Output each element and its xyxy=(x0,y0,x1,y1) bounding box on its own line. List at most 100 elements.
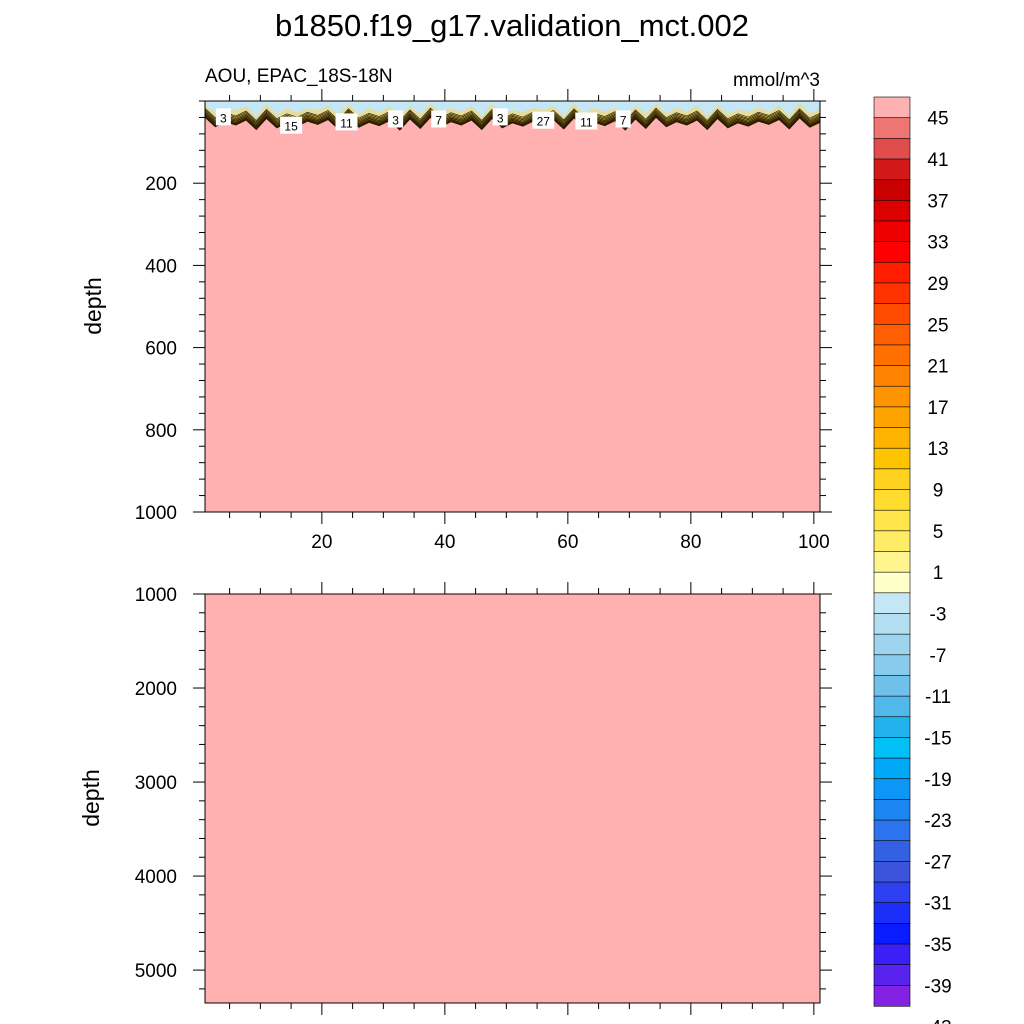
colorbar-label: 1 xyxy=(933,563,944,584)
colorbar-label: -39 xyxy=(924,976,951,997)
colorbar-label: 5 xyxy=(933,522,944,543)
lower-panel-frame xyxy=(204,593,821,1004)
colorbar-swatch xyxy=(873,261,911,284)
colorbar-swatch xyxy=(873,468,911,491)
x-tick-label: 80 xyxy=(680,532,701,553)
colorbar-label: 33 xyxy=(927,233,948,254)
lower-y-axis-label: depth xyxy=(78,769,104,827)
colorbar-swatch xyxy=(873,385,911,408)
colorbar-swatch xyxy=(873,571,911,594)
colorbar-swatch xyxy=(873,778,911,801)
colorbar-swatch xyxy=(873,695,911,718)
colorbar-swatch xyxy=(873,737,911,759)
colorbar-swatch xyxy=(873,923,911,945)
y-tick-label: 2000 xyxy=(135,679,177,700)
y-tick-label: 600 xyxy=(145,339,177,360)
colorbar-swatch xyxy=(873,138,911,160)
contour-label: 27 xyxy=(537,115,551,129)
colorbar-swatch xyxy=(873,964,911,986)
colorbar-label: 21 xyxy=(927,357,948,378)
colorbar-swatch xyxy=(873,757,911,780)
contour-label: 3 xyxy=(497,111,504,125)
colorbar-label: 29 xyxy=(927,274,948,295)
colorbar-swatch xyxy=(873,365,911,387)
x-tick-label: 100 xyxy=(798,532,830,553)
contour-line xyxy=(204,114,821,129)
upper-panel-field xyxy=(205,101,820,512)
colorbar-swatch xyxy=(873,179,911,201)
colorbar-swatch xyxy=(873,241,911,263)
colorbar-swatch xyxy=(873,489,911,511)
contour-label-box xyxy=(335,113,358,131)
upper-panel: 3 15 11 3 7 3 27 11 7 20 40 60 80 100 200 400 600 800 100… xyxy=(80,66,832,553)
contour-line xyxy=(204,115,821,130)
contour-label: 3 xyxy=(220,111,227,125)
contour-label: 3 xyxy=(392,114,399,128)
colorbar-swatch xyxy=(873,96,911,119)
colorbar-label: -3 xyxy=(930,605,947,626)
y-tick-label: 200 xyxy=(145,174,177,195)
colorbar-swatch xyxy=(873,303,911,325)
figure-title: b1850.f19_g17.validation_mct.002 xyxy=(275,8,749,43)
contour-label-box xyxy=(215,108,231,126)
colorbar-swatch xyxy=(873,344,911,367)
colorbar-label: -7 xyxy=(930,646,947,667)
colorbar-label: -11 xyxy=(925,687,951,708)
surface-negative-layer xyxy=(205,101,820,117)
colorbar-label: -19 xyxy=(924,770,951,791)
colorbar-swatch xyxy=(873,592,911,615)
colorbar-swatch xyxy=(873,840,911,862)
colorbar-swatch xyxy=(873,447,911,470)
colorbar-swatch xyxy=(873,158,911,181)
colorbar-swatch xyxy=(873,985,911,1007)
upper-surface-layer xyxy=(204,101,821,131)
colorbar-swatch xyxy=(873,861,911,883)
colorbar-swatch xyxy=(873,902,911,924)
contour-label: 7 xyxy=(435,114,442,128)
x-tick-label: 20 xyxy=(311,532,332,553)
y-tick-label: 1000 xyxy=(135,585,177,606)
lower-panel-field xyxy=(205,594,820,1003)
colorbar-label: -15 xyxy=(924,728,951,749)
colorbar-label: 37 xyxy=(927,191,948,212)
colorbar-label: 17 xyxy=(927,398,948,419)
y-tick-label: 3000 xyxy=(135,773,177,794)
colorbar-label: -23 xyxy=(924,811,951,832)
x-tick-label: 40 xyxy=(434,532,455,553)
colorbar-swatch xyxy=(873,675,911,697)
colorbar-swatch xyxy=(873,117,911,139)
contour-line xyxy=(204,113,821,127)
upper-right-label: mmol/m^3 xyxy=(733,70,820,91)
contour-label-box xyxy=(492,108,508,126)
contour-label-box xyxy=(575,112,598,130)
colorbar-swatch xyxy=(873,220,911,243)
colorbar-swatch xyxy=(873,427,911,449)
colorbar-swatch xyxy=(873,323,911,346)
lower-axis-ticks: 1000 2000 3000 4000 5000 xyxy=(135,582,832,1015)
contour-label: 11 xyxy=(340,116,353,130)
contour-label-box xyxy=(280,116,303,134)
colorbar-label: 41 xyxy=(927,150,948,171)
contour-label: 7 xyxy=(620,114,627,128)
colorbar-swatch xyxy=(873,530,911,553)
colorbar-label: 45 xyxy=(927,109,948,130)
colorbar-swatch xyxy=(873,200,911,222)
contour-line xyxy=(204,109,821,123)
colorbar-swatch xyxy=(873,943,911,966)
upper-panel-frame xyxy=(204,100,821,513)
colorbar-label: 13 xyxy=(927,439,948,460)
colorbar-label: -31 xyxy=(924,894,951,915)
colorbar-swatch xyxy=(873,799,911,821)
colorbar-swatch xyxy=(873,716,911,739)
colorbar-swatch xyxy=(873,406,911,429)
contour-label-box xyxy=(532,111,555,129)
colorbar-swatch xyxy=(873,881,911,904)
contour-label-box xyxy=(615,110,631,128)
upper-contour-labels: 3 15 11 3 7 3 27 11 7 xyxy=(215,108,631,134)
x-tick-label: 60 xyxy=(557,532,578,553)
y-tick-label: 1000 xyxy=(135,503,177,524)
contour-label: 15 xyxy=(284,120,298,134)
contour-line xyxy=(204,110,821,125)
contour-label-box xyxy=(431,110,447,128)
